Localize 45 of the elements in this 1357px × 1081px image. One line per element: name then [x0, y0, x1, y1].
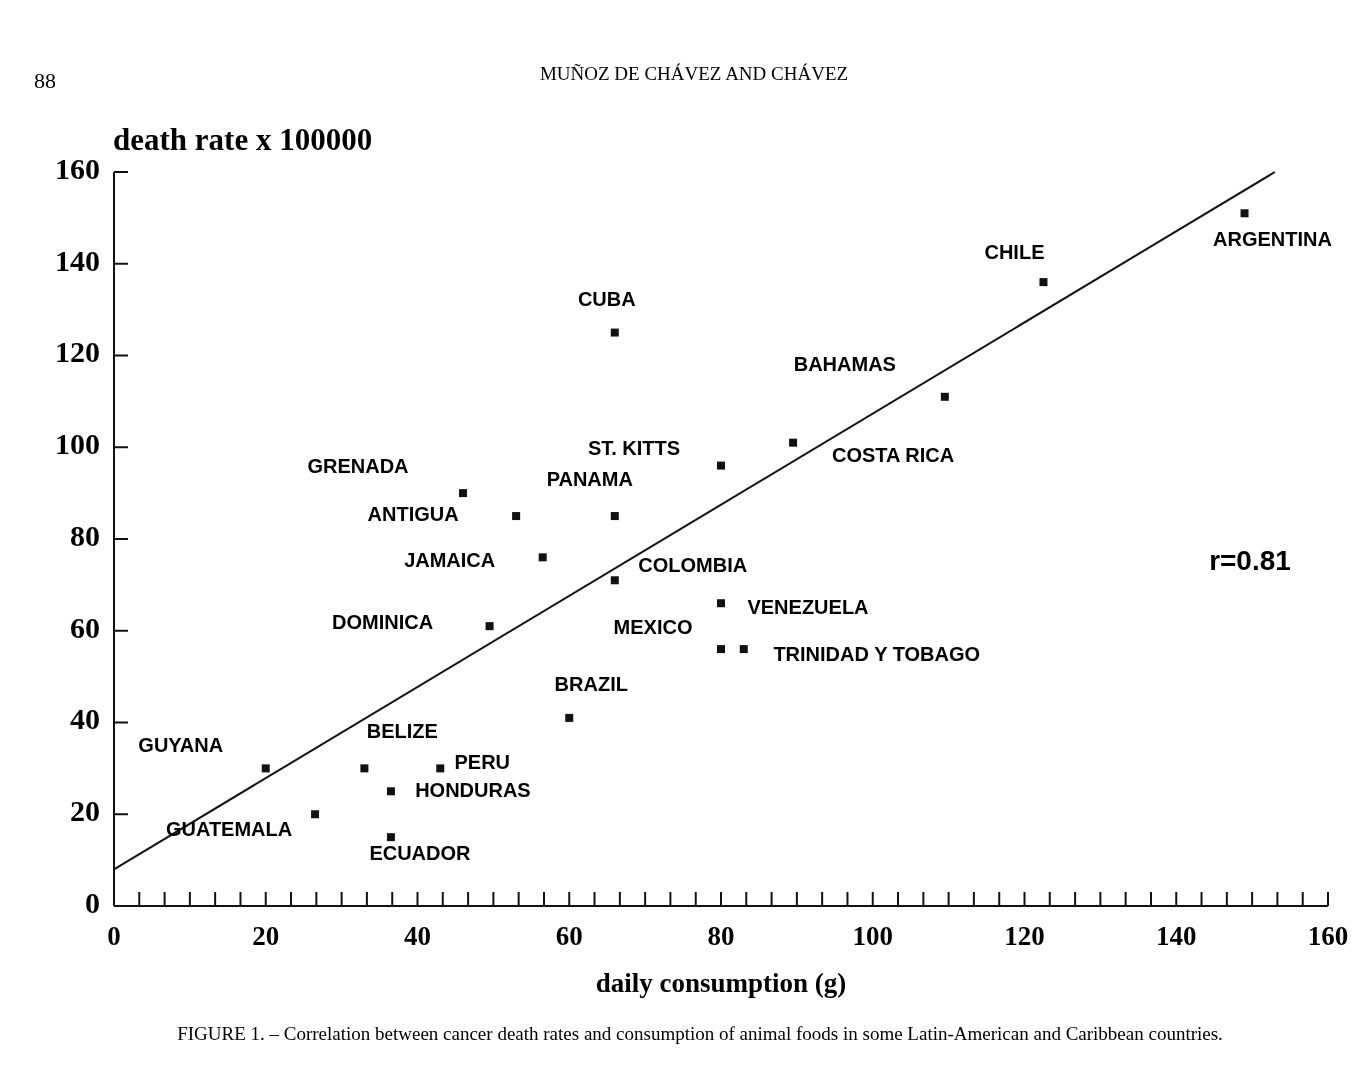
annotation: COLOMBIA: [638, 553, 748, 576]
x-tick-label: 120: [1004, 921, 1045, 951]
annotation: BELIZE: [366, 719, 438, 742]
x-tick-label: 160: [1307, 921, 1349, 951]
x-tick-label: 140: [1156, 921, 1197, 951]
annotation: BRAZIL: [554, 673, 628, 696]
annotation: MEXICO: [613, 616, 693, 639]
y-tick-label: 140: [55, 243, 100, 277]
annotation: COSTA RICA: [831, 443, 955, 466]
annotation: GRENADA: [307, 455, 409, 478]
annotation: ANTIGUA: [367, 503, 459, 526]
x-tick-label: 100: [852, 921, 893, 951]
y-tick-label: 60: [70, 610, 100, 644]
y-axis-title: death rate x 100000: [113, 122, 373, 157]
annotation: PERU: [454, 750, 511, 773]
annotation: JAMAICA: [404, 548, 496, 571]
x-tick-label: 20: [252, 921, 280, 951]
annotation: VENEZUELA: [747, 595, 869, 618]
annotation: ECUADOR: [369, 842, 472, 865]
y-tick-label: 100: [55, 427, 100, 461]
annotation: ARGENTINA: [1213, 227, 1332, 250]
x-tick-label: 0: [107, 921, 121, 951]
x-tick-label: 40: [404, 921, 431, 951]
annotation: PANAMA: [546, 468, 633, 491]
text: MUÑOZ DE CHÁVEZ AND CHÁVEZ: [539, 63, 849, 84]
y-tick-label: 0: [85, 885, 100, 919]
y-tick-label: 20: [70, 794, 100, 828]
annotation: GUYANA: [138, 733, 224, 756]
annotation: BAHAMAS: [793, 353, 896, 376]
y-tick-label: 80: [70, 518, 100, 552]
annotation: r=0.81: [1209, 545, 1291, 576]
x-tick-label: 80: [707, 921, 735, 951]
annotation: CHILE: [984, 241, 1045, 264]
annotation: CUBA: [577, 287, 636, 310]
annotation: DOMINICA: [332, 611, 434, 634]
annotation: ST. KITTS: [587, 436, 681, 459]
x-axis-title: daily consumption (g): [595, 968, 847, 998]
text: 88: [34, 68, 56, 93]
caption: FIGURE 1. – Correlation between cancer death rates and consumption of animal foods in some Latin-American and Caribbean countries.: [177, 1023, 1223, 1044]
annotation: HONDURAS: [415, 778, 531, 801]
y-tick-label: 40: [70, 702, 100, 736]
annotation: TRINIDAD Y TOBAGO: [773, 643, 981, 666]
y-tick-label: 160: [55, 151, 100, 185]
x-tick-label: 60: [555, 921, 583, 951]
y-tick-label: 120: [55, 335, 100, 369]
